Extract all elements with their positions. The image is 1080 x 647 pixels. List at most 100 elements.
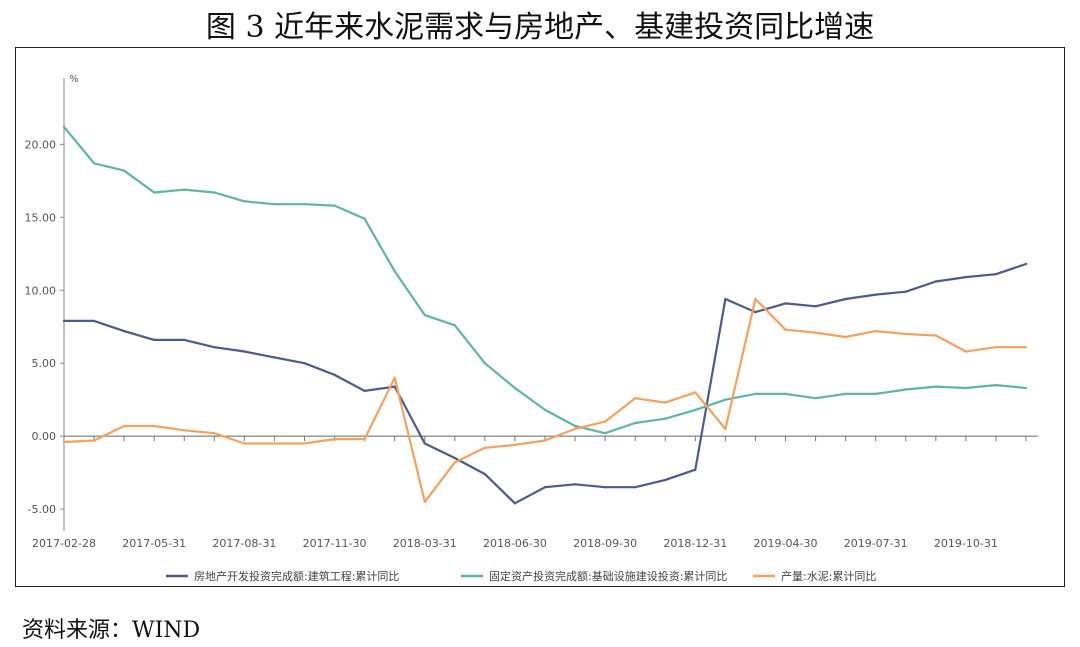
data-point — [633, 486, 637, 489]
data-point — [724, 427, 727, 431]
data-point — [543, 486, 547, 489]
data-point — [453, 456, 457, 460]
x-tick-label: 2017-11-30 — [303, 537, 367, 550]
data-point — [152, 424, 156, 428]
data-point — [183, 429, 186, 432]
data-point — [934, 334, 938, 337]
data-point — [904, 332, 907, 336]
data-point — [994, 345, 998, 349]
data-point — [213, 432, 216, 435]
data-point — [754, 392, 757, 396]
data-point — [784, 392, 787, 396]
data-point — [483, 362, 487, 365]
x-tick-label: 2018-06-30 — [483, 537, 547, 550]
data-point — [513, 443, 517, 447]
data-point — [603, 486, 607, 489]
data-point — [483, 472, 487, 476]
x-tick-label: 2017-02-28 — [32, 537, 96, 550]
y-axis-unit: % — [69, 74, 79, 85]
data-point — [844, 392, 847, 396]
data-point — [694, 408, 697, 412]
legend-label-2: 固定资产投资完成额:基础设施建设投资:累计同比 — [489, 569, 727, 583]
data-point — [724, 297, 727, 301]
data-point — [844, 297, 847, 301]
data-point — [213, 345, 216, 349]
data-point — [814, 397, 817, 400]
data-point — [874, 392, 877, 396]
x-tick-label: 2017-08-31 — [212, 537, 276, 550]
data-point — [183, 188, 186, 191]
data-point — [694, 391, 697, 394]
data-point — [1024, 386, 1028, 390]
x-tick-label: 2017-05-31 — [122, 537, 186, 550]
x-tick-label: 2019-04-30 — [754, 537, 818, 550]
data-point — [904, 388, 907, 391]
data-point — [844, 335, 847, 339]
data-point — [694, 468, 697, 471]
data-point — [122, 169, 126, 172]
data-point — [152, 338, 156, 342]
data-point — [213, 191, 216, 194]
data-point — [784, 328, 787, 331]
data-point — [603, 432, 607, 435]
data-point — [393, 270, 396, 273]
data-point — [573, 427, 577, 431]
data-point — [1024, 262, 1028, 266]
data-point — [423, 313, 426, 317]
x-tick-label: 2018-03-31 — [393, 537, 457, 550]
data-point — [513, 502, 517, 505]
data-point — [814, 305, 817, 308]
data-point — [243, 350, 246, 353]
data-point — [934, 385, 938, 388]
data-point — [393, 385, 396, 388]
data-point — [273, 202, 276, 206]
data-point — [273, 356, 276, 359]
legend-label-3: 产量:水泥:累计同比 — [781, 569, 876, 583]
data-point — [363, 389, 366, 393]
data-point — [393, 376, 396, 380]
series-line-1 — [64, 262, 1027, 505]
data-point — [784, 302, 787, 305]
data-point — [904, 290, 907, 293]
data-point — [543, 439, 547, 442]
data-point — [664, 417, 667, 420]
data-point — [964, 275, 968, 279]
data-point — [62, 319, 66, 323]
data-point — [724, 398, 727, 401]
data-point — [633, 397, 637, 400]
data-point — [122, 329, 126, 333]
data-point — [92, 162, 96, 165]
y-tick-label: -5.00 — [28, 503, 56, 516]
data-point — [483, 446, 487, 450]
data-point — [754, 297, 757, 301]
data-point — [664, 478, 667, 482]
data-point — [874, 329, 877, 333]
x-tick-label: 2019-07-31 — [844, 537, 908, 550]
y-tick-label: 15.00 — [25, 211, 57, 224]
data-point — [814, 331, 817, 334]
line-chart: % -5.00 0.00 5.00 10.00 15.00 20.00 2017-02-28 2… — [25, 74, 1038, 583]
y-tick-label: 5.00 — [32, 357, 57, 370]
data-point — [183, 338, 186, 342]
data-point — [62, 125, 66, 129]
data-point — [243, 200, 246, 203]
data-point — [122, 424, 126, 428]
x-tick-label: 2019-10-31 — [934, 537, 998, 550]
series-line-2 — [63, 126, 1027, 435]
data-point — [573, 424, 577, 428]
data-point — [633, 421, 637, 425]
data-point — [333, 373, 336, 377]
data-point — [273, 442, 276, 445]
data-point — [423, 500, 426, 504]
data-point — [333, 204, 336, 207]
data-point — [423, 442, 426, 445]
data-point — [453, 461, 457, 464]
data-point — [964, 350, 968, 353]
data-point — [573, 483, 577, 486]
x-tick-label: 2018-09-30 — [573, 537, 637, 550]
series-line-3 — [63, 297, 1026, 503]
data-point — [543, 408, 547, 412]
data-point — [303, 202, 306, 206]
data-point — [934, 280, 938, 283]
data-point — [363, 437, 366, 441]
